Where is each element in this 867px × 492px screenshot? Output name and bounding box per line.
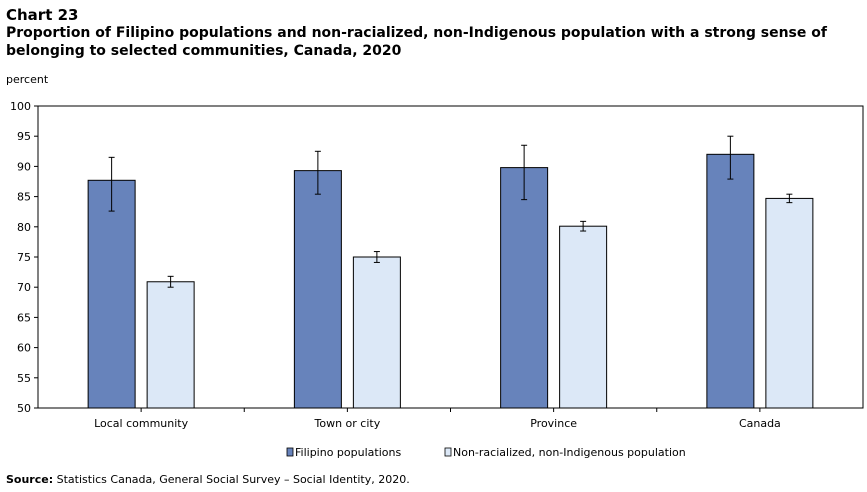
bar	[87, 179, 136, 409]
bar	[146, 281, 195, 409]
chart-number: Chart 23	[6, 6, 79, 24]
bar	[706, 153, 755, 409]
bar	[293, 170, 342, 409]
bar	[352, 256, 401, 409]
bar-chart: percent 50 55 60 65 70 75 80 85 90 95 100 Local comm…	[6, 73, 864, 459]
y-tick-label: 75	[17, 251, 31, 264]
y-tick-label: 55	[17, 372, 31, 385]
bar	[559, 225, 608, 409]
source-note: Source: Statistics Canada, General Socia…	[6, 473, 410, 486]
legend-label: Filipino populations	[295, 446, 401, 459]
y-tick-label: 70	[17, 281, 31, 294]
y-tick-label: 60	[17, 342, 31, 355]
x-tick-label: Province	[530, 417, 577, 430]
y-tick-label: 50	[17, 402, 31, 415]
y-tick-label: 80	[17, 221, 31, 234]
y-tick-label: 95	[17, 130, 31, 143]
y-tick-label: 65	[17, 311, 31, 324]
legend-label: Non-racialized, non-Indigenous populatio…	[453, 446, 686, 459]
bar	[765, 197, 814, 409]
x-tick-label: Canada	[739, 417, 781, 430]
legend-swatch	[444, 447, 452, 457]
bar	[500, 167, 549, 409]
source-text: Statistics Canada, General Social Survey…	[56, 473, 410, 486]
y-tick-label: 100	[10, 100, 31, 113]
y-tick-label: 90	[17, 160, 31, 173]
legend-swatch	[286, 447, 294, 457]
source-label: Source:	[6, 473, 54, 486]
chart-title: Proportion of Filipino populations and n…	[6, 25, 827, 59]
y-tick-label: 85	[17, 191, 31, 204]
y-axis-label: percent	[6, 73, 49, 86]
x-tick-label: Town or city	[314, 417, 381, 430]
x-tick-label: Local community	[94, 417, 189, 430]
